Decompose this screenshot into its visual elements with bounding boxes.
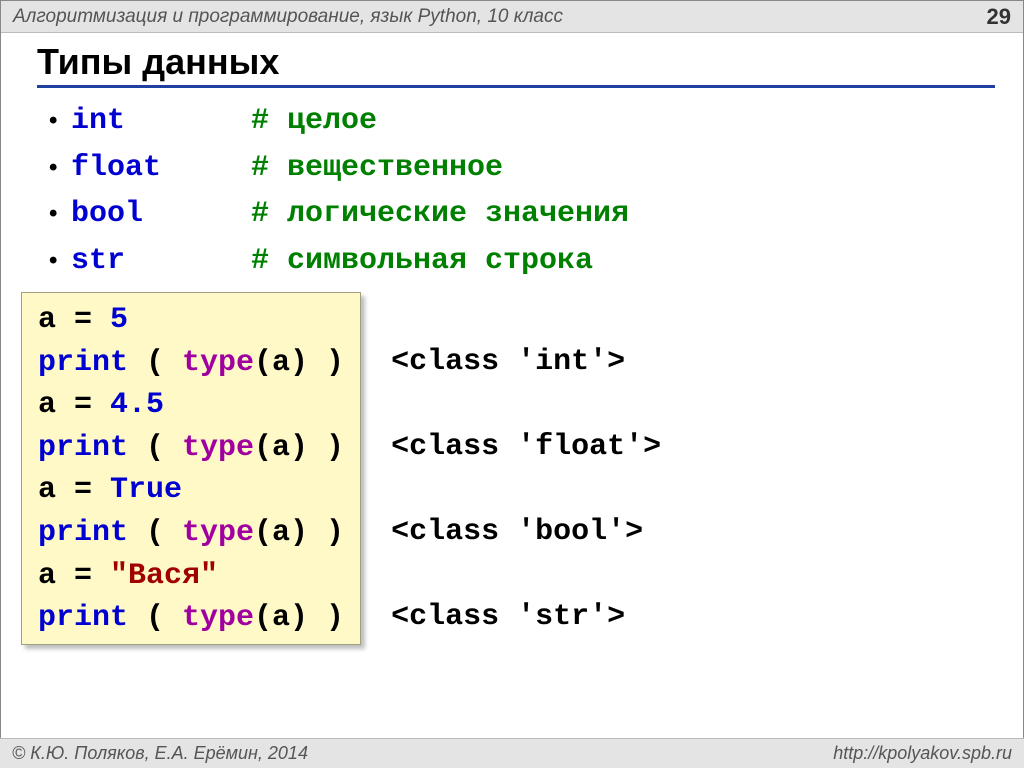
code-line: print ( type(a) ) bbox=[38, 342, 344, 385]
code-token: print bbox=[38, 601, 128, 635]
code-token: = bbox=[56, 473, 110, 507]
code-token: True bbox=[110, 473, 182, 507]
code-token: = bbox=[56, 303, 110, 337]
type-comment: # целое bbox=[251, 98, 377, 145]
output-line bbox=[391, 468, 661, 511]
output-line bbox=[391, 383, 661, 426]
output-line: <class 'str'> bbox=[391, 596, 661, 639]
output-line: <class 'int'> bbox=[391, 341, 661, 384]
page-number: 29 bbox=[987, 4, 1011, 30]
code-token: ( bbox=[128, 601, 182, 635]
code-token: ( bbox=[128, 431, 182, 465]
type-row: • int # целое bbox=[49, 98, 995, 145]
type-list: • int # целое • float # вещественное • b… bbox=[29, 98, 995, 284]
code-token: (a) ) bbox=[254, 516, 344, 550]
code-token: type bbox=[182, 431, 254, 465]
code-token: ( bbox=[128, 346, 182, 380]
bullet-icon: • bbox=[49, 102, 71, 139]
code-line: a = True bbox=[38, 469, 344, 512]
code-line: a = "Вася" bbox=[38, 555, 344, 598]
code-token: (a) ) bbox=[254, 601, 344, 635]
code-line: print ( type(a) ) bbox=[38, 512, 344, 555]
type-keyword: float bbox=[71, 145, 251, 192]
code-token: type bbox=[182, 601, 254, 635]
code-token: type bbox=[182, 346, 254, 380]
output-box: <class 'int'> <class 'float'> <class 'bo… bbox=[361, 292, 661, 645]
slide-title: Типы данных bbox=[37, 41, 995, 88]
output-line bbox=[391, 554, 661, 597]
code-token: print bbox=[38, 346, 128, 380]
type-keyword: str bbox=[71, 238, 251, 285]
type-comment: # символьная строка bbox=[251, 238, 593, 285]
bullet-icon: • bbox=[49, 149, 71, 186]
bullet-icon: • bbox=[49, 242, 71, 279]
code-token: print bbox=[38, 431, 128, 465]
code-token: 4.5 bbox=[110, 388, 164, 422]
type-row: • float # вещественное bbox=[49, 145, 995, 192]
footer-url: http://kpolyakov.spb.ru bbox=[833, 743, 1012, 764]
code-token: print bbox=[38, 516, 128, 550]
slide-content: Типы данных • int # целое • float # веще… bbox=[1, 33, 1023, 645]
code-token: (a) ) bbox=[254, 346, 344, 380]
type-keyword: int bbox=[71, 98, 251, 145]
footer-bar: © К.Ю. Поляков, Е.А. Ерёмин, 2014 http:/… bbox=[0, 738, 1024, 768]
code-token: "Вася" bbox=[110, 559, 218, 593]
code-token: = bbox=[56, 559, 110, 593]
code-token: a bbox=[38, 388, 56, 422]
code-line: print ( type(a) ) bbox=[38, 597, 344, 640]
type-keyword: bool bbox=[71, 191, 251, 238]
course-label: Алгоритмизация и программирование, язык … bbox=[13, 6, 563, 28]
type-comment: # вещественное bbox=[251, 145, 503, 192]
code-line: a = 5 bbox=[38, 299, 344, 342]
code-box: a = 5print ( type(a) )a = 4.5print ( typ… bbox=[21, 292, 361, 645]
code-token: (a) ) bbox=[254, 431, 344, 465]
authors-label: © К.Ю. Поляков, Е.А. Ерёмин, 2014 bbox=[12, 743, 308, 764]
code-token: a bbox=[38, 303, 56, 337]
code-token: 5 bbox=[110, 303, 128, 337]
bullet-icon: • bbox=[49, 195, 71, 232]
code-token: type bbox=[182, 516, 254, 550]
type-row: • str # символьная строка bbox=[49, 238, 995, 285]
type-comment: # логические значения bbox=[251, 191, 629, 238]
code-token: a bbox=[38, 473, 56, 507]
code-line: a = 4.5 bbox=[38, 384, 344, 427]
output-line: <class 'float'> bbox=[391, 426, 661, 469]
code-line: print ( type(a) ) bbox=[38, 427, 344, 470]
code-area: a = 5print ( type(a) )a = 4.5print ( typ… bbox=[21, 292, 995, 645]
code-token: = bbox=[56, 388, 110, 422]
header-bar: Алгоритмизация и программирование, язык … bbox=[1, 1, 1023, 33]
code-token: ( bbox=[128, 516, 182, 550]
code-token: a bbox=[38, 559, 56, 593]
output-line: <class 'bool'> bbox=[391, 511, 661, 554]
output-line bbox=[391, 298, 661, 341]
type-row: • bool # логические значения bbox=[49, 191, 995, 238]
